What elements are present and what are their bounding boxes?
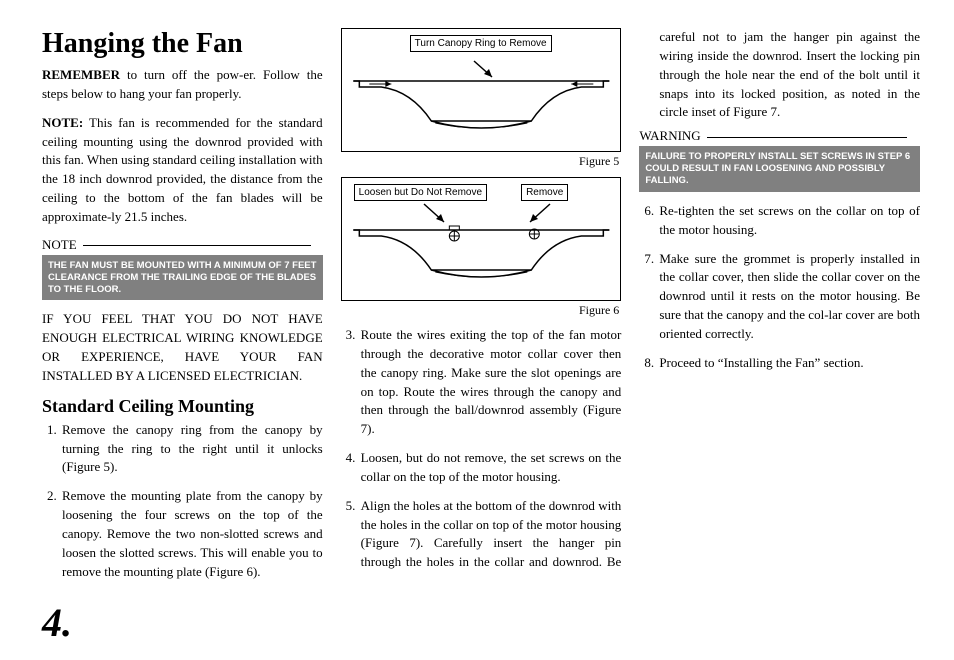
step-2: Remove the mounting plate from the canop… <box>60 487 323 581</box>
steps-list-c: Re-tighten the set screws on the collar … <box>639 202 920 373</box>
figure-5: Turn Canopy Ring to Remove <box>341 28 622 152</box>
note-inline-label: NOTE: <box>42 115 83 130</box>
page-title: Hanging the Fan <box>42 28 323 60</box>
warning-callout-label: WARNING <box>639 128 700 144</box>
note-callout: NOTE THE FAN MUST BE MOUNTED WITH A MINI… <box>42 237 323 301</box>
note-callout-rule <box>83 245 311 246</box>
note-inline-text: This fan is recommended for the standard… <box>42 115 323 224</box>
section-subhead: Standard Ceiling Mounting <box>42 396 323 417</box>
figure-5-label: Turn Canopy Ring to Remove <box>410 35 552 52</box>
warning-callout-header: WARNING <box>639 128 920 144</box>
note-callout-header: NOTE <box>42 237 323 253</box>
electrician-paragraph: IF YOU FEEL THAT YOU DO NOT HAVE ENOUGH … <box>42 310 323 385</box>
step-8: Proceed to “Installing the Fan” section. <box>657 354 920 373</box>
manual-page: Hanging the Fan REMEMBER to turn off the… <box>0 0 954 660</box>
figure-6: Loosen but Do Not Remove Remove <box>341 177 622 301</box>
step-7: Make sure the grommet is properly instal… <box>657 250 920 344</box>
page-number: 4. <box>42 599 72 646</box>
warning-callout-body: FAILURE TO PROPERLY INSTALL SET SCREWS I… <box>639 146 920 192</box>
figure-5-canopy-icon <box>350 73 613 143</box>
intro-paragraph: REMEMBER to turn off the pow-er. Follow … <box>42 66 323 104</box>
warning-callout-rule <box>707 137 907 138</box>
figure-6-canvas: Loosen but Do Not Remove Remove <box>350 184 613 292</box>
figure-5-caption: Figure 5 <box>341 154 620 169</box>
step-6: Re-tighten the set screws on the collar … <box>657 202 920 240</box>
figure-6-label-left: Loosen but Do Not Remove <box>354 184 487 201</box>
content-columns: Hanging the Fan REMEMBER to turn off the… <box>42 28 920 588</box>
figure-6-caption: Figure 6 <box>341 303 620 318</box>
warning-callout: WARNING FAILURE TO PROPERLY INSTALL SET … <box>639 128 920 192</box>
note-callout-label: NOTE <box>42 237 77 253</box>
step-3: Route the wires exiting the top of the f… <box>359 326 622 439</box>
figure-6-canopy-icon <box>350 222 613 292</box>
figure-5-canvas: Turn Canopy Ring to Remove <box>350 35 613 143</box>
steps-list-a: Remove the canopy ring from the canopy b… <box>42 421 323 582</box>
step-1: Remove the canopy ring from the canopy b… <box>60 421 323 478</box>
remember-label: REMEMBER <box>42 67 120 82</box>
note-paragraph: NOTE: This fan is recommended for the st… <box>42 114 323 227</box>
note-callout-body: THE FAN MUST BE MOUNTED WITH A MINIMUM O… <box>42 255 323 301</box>
figure-6-label-right: Remove <box>521 184 568 201</box>
step-4: Loosen, but do not remove, the set screw… <box>359 449 622 487</box>
